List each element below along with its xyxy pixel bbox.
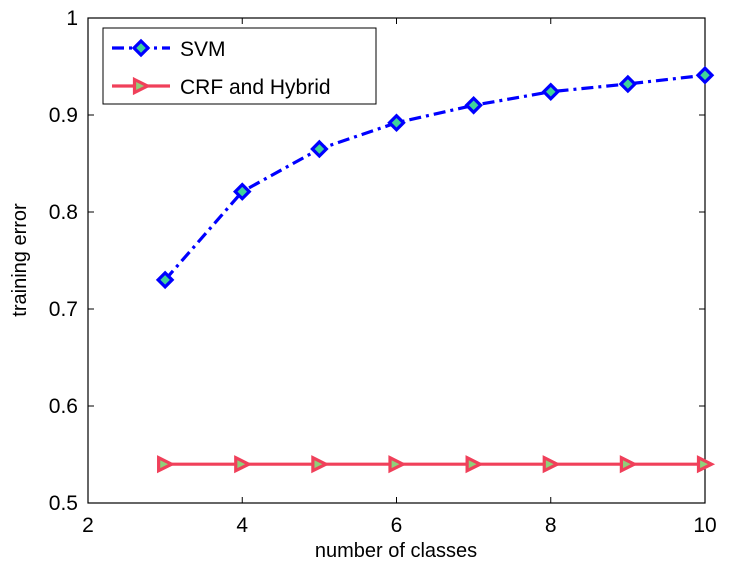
data-point bbox=[695, 65, 715, 85]
data-point bbox=[157, 455, 176, 474]
y-tick-label: 0.5 bbox=[49, 492, 78, 515]
data-point bbox=[542, 455, 561, 474]
data-point bbox=[619, 455, 638, 474]
legend-label: SVM bbox=[180, 38, 226, 61]
data-point bbox=[464, 96, 483, 115]
x-tick-label: 6 bbox=[391, 514, 403, 537]
legend-marker bbox=[131, 38, 151, 58]
data-point bbox=[311, 455, 330, 474]
y-tick-label: 1 bbox=[66, 7, 78, 30]
x-axis-label: number of classes bbox=[315, 540, 477, 562]
legend-box bbox=[102, 27, 377, 105]
y-axis-label: training error bbox=[9, 203, 31, 317]
series-line bbox=[163, 73, 706, 281]
data-point bbox=[465, 455, 484, 474]
data-point bbox=[541, 82, 561, 101]
legend-entries: SVM CRF and Hybrid bbox=[112, 38, 331, 99]
data-point bbox=[234, 455, 253, 474]
axis-ticks: 2 4 6 8 10 0.5 0.6 0.7 0.8 0.9 1 bbox=[49, 7, 717, 537]
data-point bbox=[387, 113, 406, 133]
x-tick-label: 2 bbox=[82, 514, 94, 537]
series-1 bbox=[155, 65, 715, 290]
x-tick-label: 10 bbox=[693, 514, 716, 537]
data-point bbox=[388, 455, 407, 474]
data-point bbox=[696, 455, 716, 474]
legend-entry: CRF and Hybrid bbox=[112, 76, 331, 99]
y-tick-label: 0.9 bbox=[49, 104, 78, 127]
series-group bbox=[155, 65, 716, 474]
series-2 bbox=[157, 455, 716, 474]
y-tick-label: 0.6 bbox=[49, 395, 78, 418]
data-point bbox=[618, 74, 638, 94]
data-point bbox=[155, 270, 175, 290]
data-point bbox=[310, 139, 329, 159]
legend-entry: SVM bbox=[112, 38, 226, 61]
x-tick-label: 8 bbox=[545, 514, 557, 537]
legend-marker bbox=[132, 76, 152, 96]
x-tick-label: 4 bbox=[236, 514, 248, 537]
legend-label: CRF and Hybrid bbox=[180, 76, 331, 99]
legend: SVM CRF and Hybrid bbox=[102, 27, 377, 105]
data-point bbox=[232, 182, 252, 201]
y-tick-label: 0.8 bbox=[49, 201, 78, 224]
y-tick-label: 0.7 bbox=[49, 298, 78, 321]
